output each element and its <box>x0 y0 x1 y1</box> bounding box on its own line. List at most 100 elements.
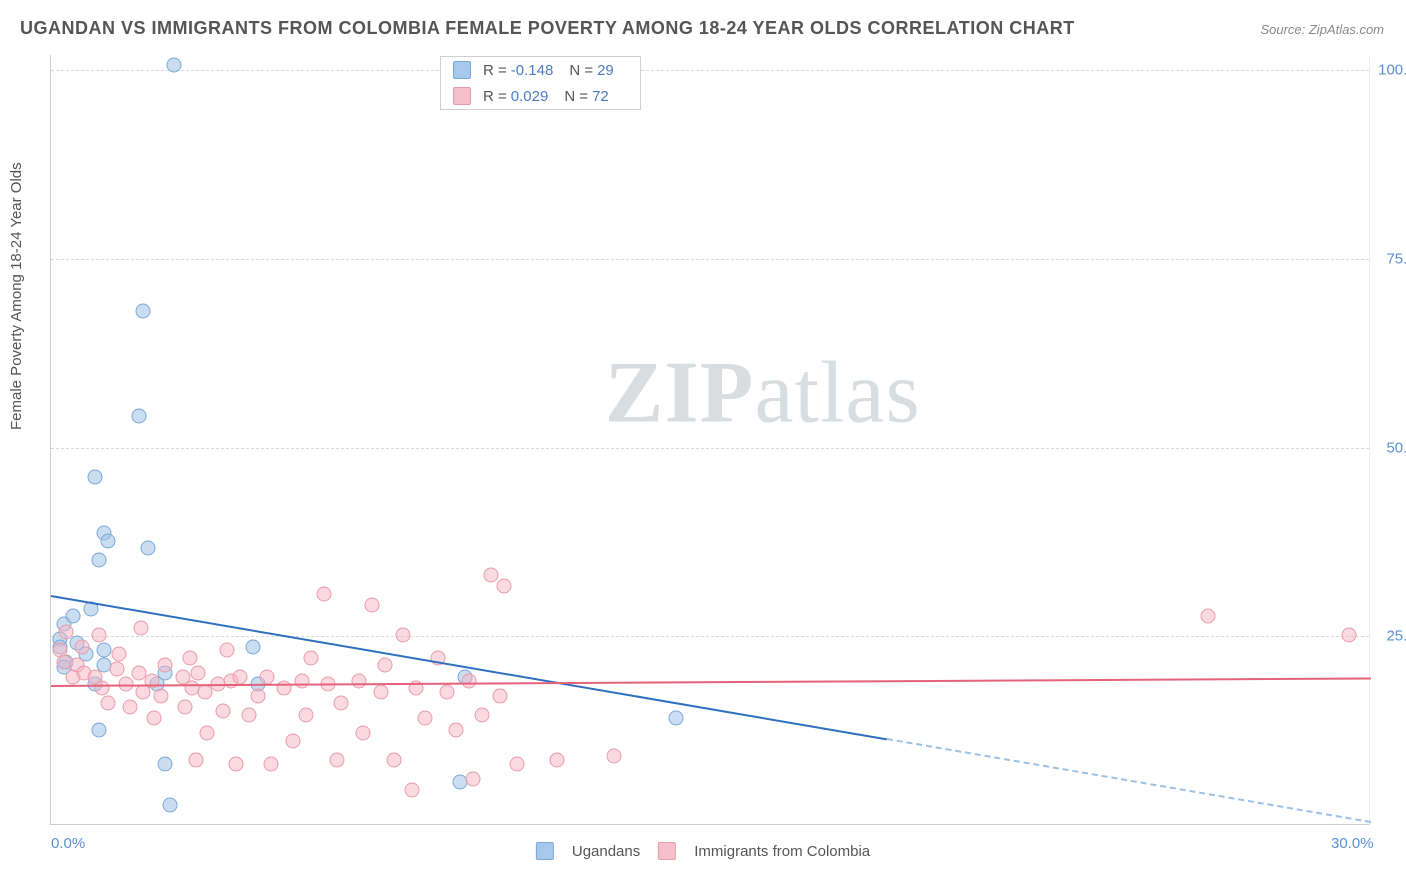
data-point <box>492 688 507 703</box>
watermark-bold: ZIP <box>605 345 755 442</box>
trend-line <box>887 738 1371 823</box>
legend-series-label: Immigrants from Colombia <box>694 843 870 860</box>
legend-n-label: N = <box>569 62 593 79</box>
data-point <box>242 707 257 722</box>
grid-line <box>51 448 1369 449</box>
data-point <box>396 628 411 643</box>
data-point <box>374 684 389 699</box>
data-point <box>162 798 177 813</box>
data-point <box>299 707 314 722</box>
data-point <box>378 658 393 673</box>
data-point <box>140 541 155 556</box>
data-point <box>246 639 261 654</box>
data-point <box>466 771 481 786</box>
data-point <box>607 749 622 764</box>
data-point <box>356 726 371 741</box>
legend-n-value: 72 <box>592 88 609 105</box>
x-tick-label: 30.0% <box>1331 835 1374 852</box>
legend-series-item: Immigrants from Colombia <box>658 842 870 860</box>
data-point <box>286 733 301 748</box>
data-point <box>147 711 162 726</box>
data-point <box>200 726 215 741</box>
data-point <box>440 684 455 699</box>
data-point <box>228 756 243 771</box>
data-point <box>123 700 138 715</box>
data-point <box>510 756 525 771</box>
data-point <box>189 752 204 767</box>
data-point <box>215 703 230 718</box>
data-point <box>158 658 173 673</box>
legend-r-label: R = <box>483 88 507 105</box>
data-point <box>158 756 173 771</box>
legend-stats: R =-0.148N =29R =0.029N =72 <box>440 56 641 110</box>
data-point <box>303 650 318 665</box>
data-point <box>418 711 433 726</box>
data-point <box>66 609 81 624</box>
data-point <box>497 579 512 594</box>
data-point <box>233 669 248 684</box>
data-point <box>316 586 331 601</box>
watermark-light: atlas <box>754 345 920 442</box>
plot-area: ZIPatlas 25.0%50.0%75.0%100.0%0.0%30.0% <box>50 55 1370 825</box>
data-point <box>550 752 565 767</box>
data-point <box>387 752 402 767</box>
data-point <box>134 620 149 635</box>
trend-line <box>51 595 887 740</box>
legend-stats-row: R =-0.148N =29 <box>441 57 640 83</box>
watermark: ZIPatlas <box>605 343 921 444</box>
data-point <box>404 783 419 798</box>
grid-line <box>51 70 1369 71</box>
legend-series-label: Ugandans <box>572 843 640 860</box>
data-point <box>154 688 169 703</box>
data-point <box>88 469 103 484</box>
data-point <box>1201 609 1216 624</box>
data-point <box>94 681 109 696</box>
data-point <box>448 722 463 737</box>
data-point <box>167 58 182 73</box>
grid-line <box>51 259 1369 260</box>
legend-swatch <box>536 842 554 860</box>
y-axis-label: Female Poverty Among 18-24 Year Olds <box>8 162 25 430</box>
legend-r-value: -0.148 <box>511 62 554 79</box>
data-point <box>352 673 367 688</box>
data-point <box>74 639 89 654</box>
y-tick-label: 50.0% <box>1386 439 1406 456</box>
data-point <box>101 696 116 711</box>
y-tick-label: 25.0% <box>1386 628 1406 645</box>
legend-r-value: 0.029 <box>511 88 549 105</box>
data-point <box>112 647 127 662</box>
data-point <box>220 643 235 658</box>
x-tick-label: 0.0% <box>51 835 85 852</box>
chart-title: UGANDAN VS IMMIGRANTS FROM COLOMBIA FEMA… <box>20 18 1075 39</box>
data-point <box>294 673 309 688</box>
data-point <box>101 533 116 548</box>
legend-series: Ugandans Immigrants from Colombia <box>536 842 870 860</box>
data-point <box>92 552 107 567</box>
trend-line <box>51 678 1371 688</box>
data-point <box>484 567 499 582</box>
legend-swatch <box>453 87 471 105</box>
legend-swatch <box>453 61 471 79</box>
data-point <box>462 673 477 688</box>
data-point <box>110 662 125 677</box>
data-point <box>264 756 279 771</box>
data-point <box>178 700 193 715</box>
data-point <box>250 688 265 703</box>
y-tick-label: 100.0% <box>1378 62 1406 79</box>
data-point <box>92 628 107 643</box>
legend-n-label: N = <box>564 88 588 105</box>
data-point <box>1342 628 1357 643</box>
data-point <box>334 696 349 711</box>
data-point <box>96 643 111 658</box>
legend-r-label: R = <box>483 62 507 79</box>
correlation-chart: UGANDAN VS IMMIGRANTS FROM COLOMBIA FEMA… <box>0 0 1406 892</box>
data-point <box>365 598 380 613</box>
data-point <box>136 303 151 318</box>
legend-swatch <box>658 842 676 860</box>
data-point <box>92 722 107 737</box>
data-point <box>191 666 206 681</box>
data-point <box>132 409 147 424</box>
data-point <box>182 650 197 665</box>
data-point <box>259 669 274 684</box>
data-point <box>59 624 74 639</box>
